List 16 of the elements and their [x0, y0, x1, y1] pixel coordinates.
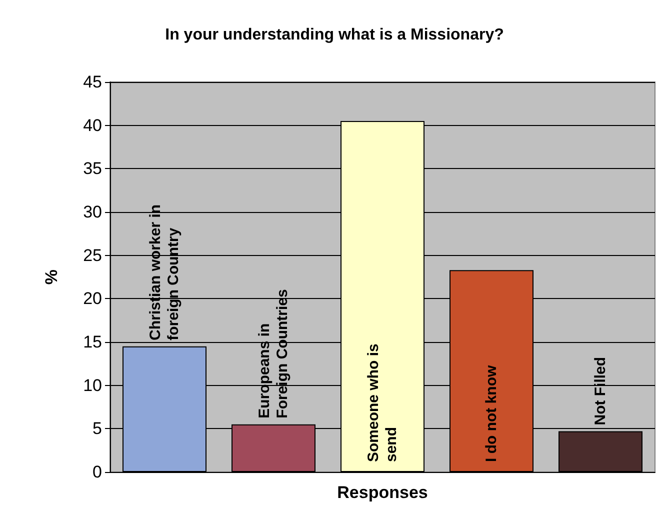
- y-tick-label: 45: [83, 72, 102, 92]
- y-axis-title: %: [42, 269, 61, 285]
- y-tick-label: 15: [83, 332, 102, 352]
- chart-title: In your understanding what is a Missionary?: [165, 26, 504, 44]
- y-tick-label: 40: [83, 116, 102, 135]
- y-tick-label: 20: [83, 289, 102, 308]
- x-tick-label: I do not know: [483, 365, 500, 462]
- y-tick-label: 35: [83, 159, 102, 178]
- x-tick-label: Europeans in Foreign Countries: [256, 289, 291, 418]
- y-tick-label: 25: [83, 246, 102, 265]
- y-tick-label: 0: [92, 462, 102, 482]
- y-tick-label: 5: [92, 419, 102, 438]
- x-axis-title: Responses: [337, 483, 428, 502]
- x-tick-label: Someone who is send: [365, 339, 400, 462]
- y-tick-label: 30: [83, 202, 102, 222]
- y-tick-label: 10: [83, 376, 102, 395]
